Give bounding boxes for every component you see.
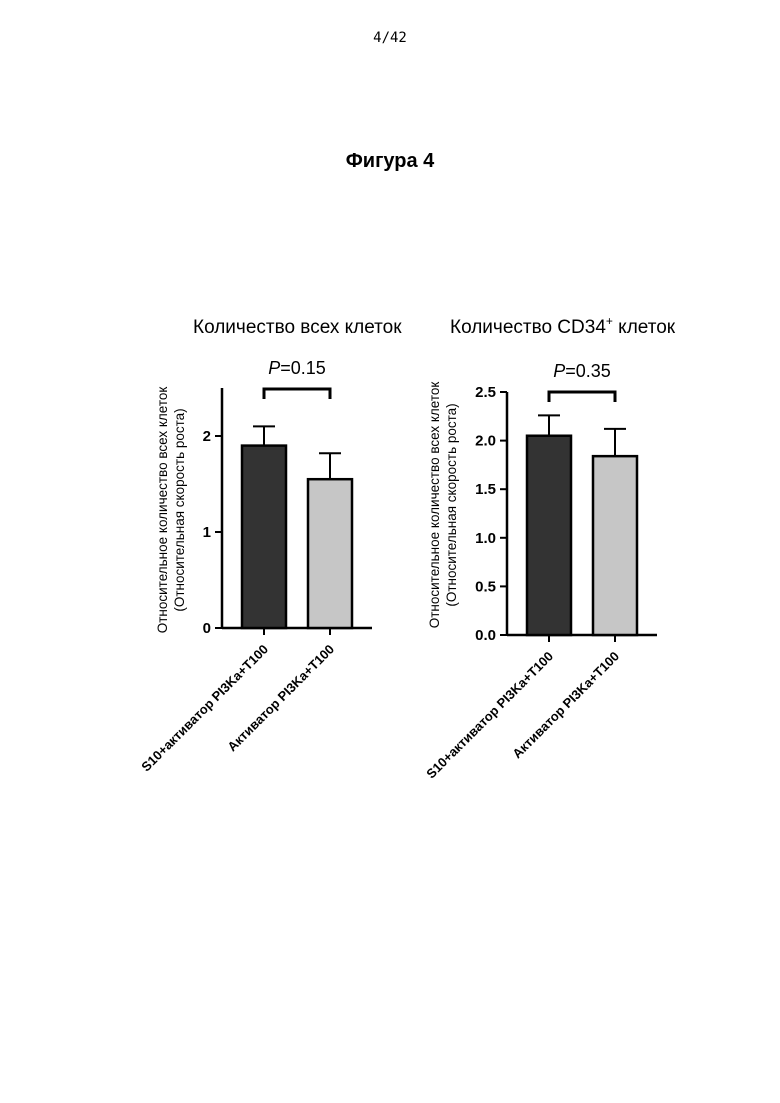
significance-bracket [264, 389, 330, 399]
y-tick-label: 1 [203, 524, 211, 541]
y-axis-label: (Относительная скорость роста) [172, 408, 187, 611]
chart-title: Количество всех клеток [193, 317, 402, 338]
y-tick-label: 2.5 [475, 384, 496, 401]
x-tick-label: Активатор PI3Ka+T100 [224, 642, 337, 755]
chart-total-cells: Количество всех клеток Относительное коли… [140, 300, 430, 820]
y-tick-label: 2 [203, 428, 211, 445]
page-number: 4/42 [0, 30, 780, 46]
y-axis-label: (Относительная скорость роста) [444, 403, 459, 606]
bar-2 [308, 479, 352, 628]
chart-title-superscript: + [606, 314, 613, 328]
significance-bracket [549, 392, 615, 402]
bar-1 [527, 436, 571, 635]
p-symbol: P [553, 361, 565, 381]
chart-title-suffix: клеток [613, 317, 676, 338]
y-axis-label: Относительное количество всех клеток [155, 387, 170, 634]
y-tick-label: 0 [203, 620, 211, 637]
chart-title: Количество CD34+ клеток [450, 314, 676, 338]
bar-1 [242, 446, 286, 628]
figure-title: Фигура 4 [0, 150, 780, 173]
y-tick-label: 0.0 [475, 627, 496, 644]
chart-title-text: Количество всех клеток [193, 317, 402, 338]
bar-2 [593, 456, 637, 635]
chart-cd34-cells: Количество CD34+ клеток Относительное кол… [420, 300, 720, 820]
p-symbol: P [268, 358, 280, 378]
chart-title-text: Количество CD34 [450, 317, 606, 338]
x-tick-label: S10+активатор PI3Ka+T100 [423, 649, 556, 782]
y-tick-label: 1.5 [475, 481, 496, 498]
y-tick-label: 1.0 [475, 530, 496, 547]
x-tick-label: Активатор PI3Ka+T100 [509, 649, 622, 762]
y-tick-label: 2.0 [475, 433, 496, 450]
p-value: =0.35 [565, 361, 611, 381]
y-tick-label: 0.5 [475, 578, 496, 595]
p-value-label: P=0.15 [268, 358, 326, 378]
y-axis-label: Относительное количество всех клеток [427, 382, 442, 629]
p-value: =0.15 [280, 358, 326, 378]
x-tick-label: S10+активатор PI3Ka+T100 [138, 642, 271, 775]
p-value-label: P=0.35 [553, 361, 611, 381]
